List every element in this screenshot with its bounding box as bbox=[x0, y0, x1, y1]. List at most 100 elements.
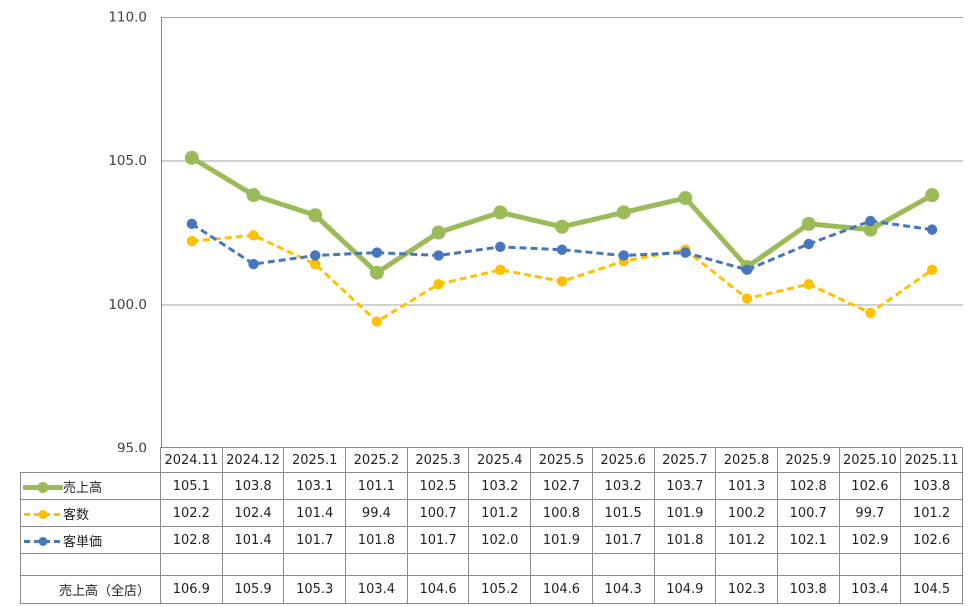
value-cell: 101.9 bbox=[530, 526, 593, 554]
month-header-cell: 2025.6 bbox=[591, 447, 655, 473]
value-cell: 105.9 bbox=[221, 575, 285, 604]
value-cell: 105.1 bbox=[160, 472, 223, 500]
value-cell: 100.2 bbox=[715, 499, 778, 527]
value-cell: 103.2 bbox=[468, 472, 532, 500]
month-header-cell: 2025.8 bbox=[715, 447, 778, 473]
spacer-cell bbox=[715, 553, 778, 576]
value-cell: 101.4 bbox=[221, 526, 285, 554]
spacer-cell bbox=[530, 553, 593, 576]
spacer-cell bbox=[20, 553, 161, 576]
series-label: 売上高 bbox=[63, 480, 103, 496]
marker-customer-count-2025.1 bbox=[310, 258, 321, 270]
value-cell: 101.8 bbox=[345, 526, 408, 554]
value-cell: 103.2 bbox=[591, 472, 655, 500]
marker-customer-unit-price-2024.12 bbox=[248, 258, 259, 270]
value-cell: 105.3 bbox=[283, 575, 347, 604]
spacer-cell bbox=[900, 553, 963, 576]
marker-customer-unit-price-2025.7 bbox=[680, 247, 691, 258]
marker-customer-count-2024.12 bbox=[248, 230, 259, 241]
marker-customer-count-2025.9 bbox=[803, 279, 814, 290]
table-row-customer-count: 客数 102.2 102.4 101.4 99.4 100.7 101.2 100.8 101.… bbox=[20, 499, 963, 527]
value-cell: 101.7 bbox=[406, 526, 470, 554]
value-cell: 100.8 bbox=[530, 499, 593, 527]
value-cell: 103.7 bbox=[653, 472, 717, 500]
spacer-cell bbox=[838, 553, 902, 576]
value-cell: 102.8 bbox=[160, 526, 223, 554]
value-cell: 99.4 bbox=[345, 499, 408, 527]
marker-customer-count-2025.5 bbox=[556, 276, 568, 287]
marker-sales-2024.12 bbox=[246, 188, 261, 203]
marker-customer-unit-price-2025.8 bbox=[741, 264, 753, 276]
value-cell: 102.9 bbox=[838, 526, 902, 554]
marker-customer-unit-price-2025.9 bbox=[803, 238, 814, 250]
value-cell: 102.8 bbox=[776, 472, 840, 500]
table-row-sales: 売上高 105.1 103.8 103.1 101.1 102.5 103.2 102.7 10… bbox=[20, 472, 963, 500]
marker-sales-2024.11 bbox=[184, 150, 199, 165]
value-cell: 103.8 bbox=[221, 472, 285, 500]
value-cell: 102.6 bbox=[838, 472, 902, 500]
series-label-cell-sales: 売上高 bbox=[20, 472, 161, 500]
spacer-cell bbox=[283, 553, 347, 576]
value-cell: 100.7 bbox=[776, 499, 840, 527]
series-customer-unit-price-line bbox=[186, 215, 938, 276]
marker-sales-2025.6 bbox=[616, 205, 631, 220]
y-tick-label: 95.0 bbox=[117, 441, 147, 453]
value-cell: 101.2 bbox=[900, 499, 963, 527]
month-header-cell: 2025.5 bbox=[530, 447, 593, 473]
marker-customer-count-2024.11 bbox=[186, 235, 198, 247]
marker-customer-unit-price-2025.10 bbox=[865, 215, 876, 227]
marker-customer-count-2025.11 bbox=[926, 264, 938, 276]
value-cell: 104.6 bbox=[406, 575, 470, 604]
marker-customer-count-2025.10 bbox=[865, 307, 876, 319]
y-axis-tick-labels: 110.0 105.0 100.0 95.0 bbox=[108, 10, 147, 453]
month-header-row: 2024.11 2024.12 2025.1 2025.2 2025.3 2025.4 20… bbox=[21, 447, 963, 473]
value-cell: 101.2 bbox=[715, 526, 778, 554]
marker-sales-2025.11 bbox=[925, 188, 940, 203]
series-label: 客数 bbox=[63, 507, 90, 523]
value-cell: 101.7 bbox=[591, 526, 655, 554]
spacer-cell bbox=[591, 553, 655, 576]
spacer-cell bbox=[653, 553, 717, 576]
value-cell: 106.9 bbox=[160, 575, 223, 604]
value-cell: 101.5 bbox=[591, 499, 655, 527]
table-row-sales-all-stores: 売上高（全店） 106.9 105.9 105.3 103.4 104.6 105.2 104… bbox=[20, 575, 963, 604]
value-cell: 101.3 bbox=[715, 472, 778, 500]
value-cell: 102.1 bbox=[776, 526, 840, 554]
value-cell: 102.3 bbox=[715, 575, 778, 604]
series-label: 客単価 bbox=[63, 534, 103, 550]
marker-customer-unit-price-2025.4 bbox=[495, 241, 506, 253]
value-cell: 102.6 bbox=[900, 526, 963, 554]
y-tick-label: 100.0 bbox=[108, 297, 147, 313]
value-cell: 100.7 bbox=[406, 499, 470, 527]
marker-sales-2025.10 bbox=[863, 222, 878, 237]
month-header-cell: 2024.12 bbox=[221, 447, 285, 473]
value-cell: 102.2 bbox=[160, 499, 223, 527]
series-sales-line bbox=[184, 150, 940, 280]
value-cell: 101.9 bbox=[653, 499, 717, 527]
data-table: 2024.11 2024.12 2025.1 2025.2 2025.3 2025.4 20… bbox=[20, 447, 963, 604]
marker-customer-count-2025.8 bbox=[741, 293, 753, 304]
value-cell: 105.2 bbox=[468, 575, 532, 604]
spacer-cell bbox=[221, 553, 285, 576]
table-row-customer-unit-price: 客単価 102.8 101.4 101.7 101.8 101.7 102.0 101.9 10… bbox=[20, 526, 963, 554]
value-cell: 104.5 bbox=[900, 575, 963, 604]
marker-customer-count-2025.2 bbox=[371, 316, 383, 327]
marker-sales-2025.2 bbox=[369, 265, 384, 280]
marker-customer-unit-price-2025.2 bbox=[371, 247, 383, 258]
header-spacer-cell bbox=[21, 448, 161, 473]
marker-sales-2025.1 bbox=[308, 208, 323, 223]
month-header-cell: 2025.3 bbox=[406, 447, 470, 473]
value-cell: 103.4 bbox=[838, 575, 902, 604]
value-cell: 102.0 bbox=[468, 526, 532, 554]
marker-customer-unit-price-2025.5 bbox=[556, 244, 568, 255]
marker-customer-unit-price-2025.3 bbox=[433, 250, 444, 261]
spacer-row bbox=[20, 553, 963, 576]
marker-sales-2025.9 bbox=[801, 216, 816, 231]
value-cell: 102.4 bbox=[221, 499, 285, 527]
marker-sales-2025.5 bbox=[555, 219, 569, 234]
value-cell: 102.5 bbox=[406, 472, 470, 500]
legend-swatch-sales-icon bbox=[21, 481, 65, 493]
footer-label-cell: 売上高（全店） bbox=[20, 575, 161, 604]
month-header-cell: 2025.2 bbox=[345, 447, 408, 473]
month-header-cell: 2025.4 bbox=[468, 447, 532, 473]
